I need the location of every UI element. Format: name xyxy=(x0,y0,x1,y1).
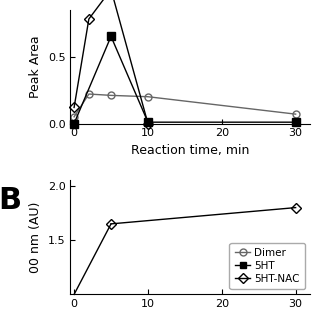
Y-axis label: 00 nm (AU): 00 nm (AU) xyxy=(29,202,42,273)
Legend: Dimer, 5HT, 5HT-NAC: Dimer, 5HT, 5HT-NAC xyxy=(229,243,305,289)
Y-axis label: Peak Area: Peak Area xyxy=(29,35,42,98)
X-axis label: Reaction time, min: Reaction time, min xyxy=(131,144,250,157)
Text: B: B xyxy=(0,186,21,215)
